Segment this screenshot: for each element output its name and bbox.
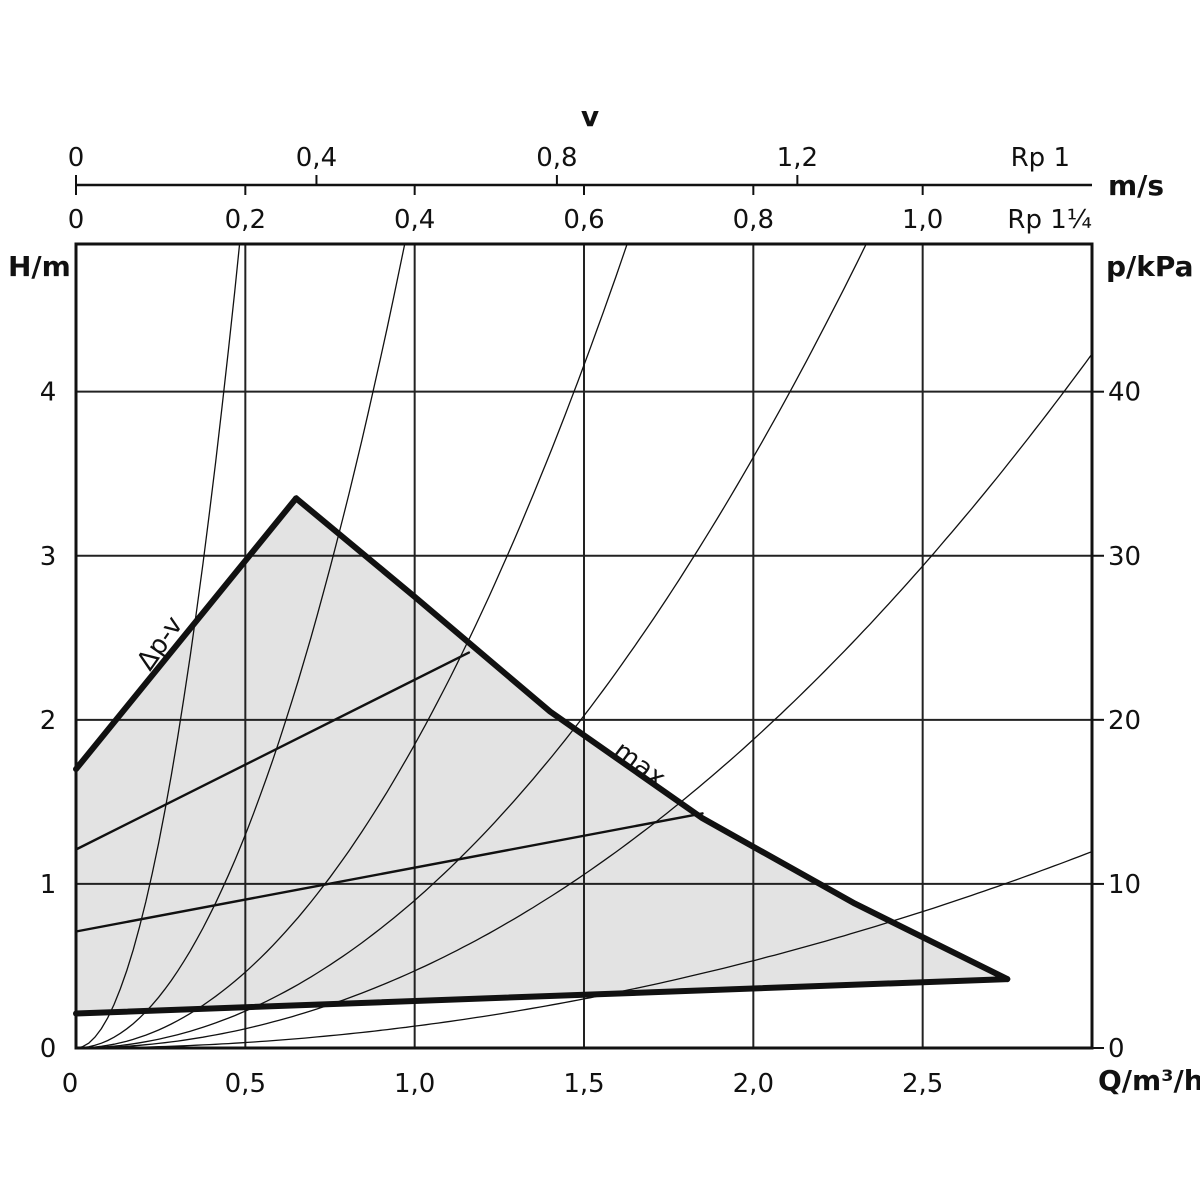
rp114-tick-label: 0 — [68, 205, 85, 235]
x-tick-label: 2,5 — [902, 1069, 943, 1099]
dp-v-line — [73, 495, 300, 773]
system-curve-1 — [76, 244, 241, 1048]
y-right-tick-label: 0 — [1108, 1034, 1125, 1064]
system-curve-3 — [76, 244, 628, 1048]
system-curves — [76, 244, 1092, 1048]
intermediate-line-1 — [74, 651, 471, 851]
rp1-tick-label: 1,2 — [777, 143, 818, 173]
rp114-tick-label: 0,6 — [563, 205, 604, 235]
rp114-tick-label: 0,8 — [733, 205, 774, 235]
system-curve-5 — [76, 353, 1092, 1048]
top-axis-title: v — [581, 100, 599, 133]
x-tick-label: 0,5 — [225, 1069, 266, 1099]
pump-curves — [73, 495, 1011, 1017]
system-curve-4 — [76, 244, 867, 1048]
x-axis-title: Q/m³/h — [1098, 1064, 1200, 1097]
rp114-tick-label: 1,0 — [902, 205, 943, 235]
y-right-tick-label: 10 — [1108, 870, 1141, 900]
y-axis-left-title: H/m — [8, 250, 71, 283]
x-tick-label: 1,5 — [563, 1069, 604, 1099]
y-axis-right-title: p/kPa — [1106, 250, 1194, 283]
y-right-tick-label: 40 — [1108, 378, 1141, 408]
system-curve-6 — [76, 850, 1092, 1048]
intermediate-line-2 — [74, 812, 704, 933]
x-tick-label: 0 — [62, 1069, 79, 1099]
y-right-tick-label: 30 — [1108, 542, 1141, 572]
velocity-scale: 0 0,4 0,8 1,2 0 0,2 0,4 0,6 0,8 1,0 — [68, 143, 1092, 235]
rp1-tick-label: 0 — [68, 143, 85, 173]
y-left-tick-label: 1 — [40, 870, 57, 900]
y-left-tick-label: 2 — [40, 706, 57, 736]
max-curve — [293, 495, 1011, 983]
y-left-tick-label: 3 — [40, 542, 57, 572]
rp114-label: Rp 1¼ — [1007, 205, 1092, 235]
x-tick-label: 2,0 — [733, 1069, 774, 1099]
x-tick-label: 1,0 — [394, 1069, 435, 1099]
rp1-tick-label: 0,8 — [536, 143, 577, 173]
plot-frame — [74, 242, 1094, 1050]
min-line — [73, 976, 1011, 1017]
y-left-tick-label: 4 — [40, 378, 57, 408]
rp1-label: Rp 1 — [1011, 143, 1070, 173]
top-axis-unit: m/s — [1108, 169, 1164, 202]
rp1-tick-label: 0,4 — [296, 143, 337, 173]
rp114-tick-label: 0,4 — [394, 205, 435, 235]
y-right-tick-label: 20 — [1108, 706, 1141, 736]
rp114-tick-label: 0,2 — [225, 205, 266, 235]
grid-lines — [76, 244, 1092, 1048]
y-left-tick-label: 0 — [40, 1034, 57, 1064]
system-curve-2 — [76, 244, 406, 1048]
